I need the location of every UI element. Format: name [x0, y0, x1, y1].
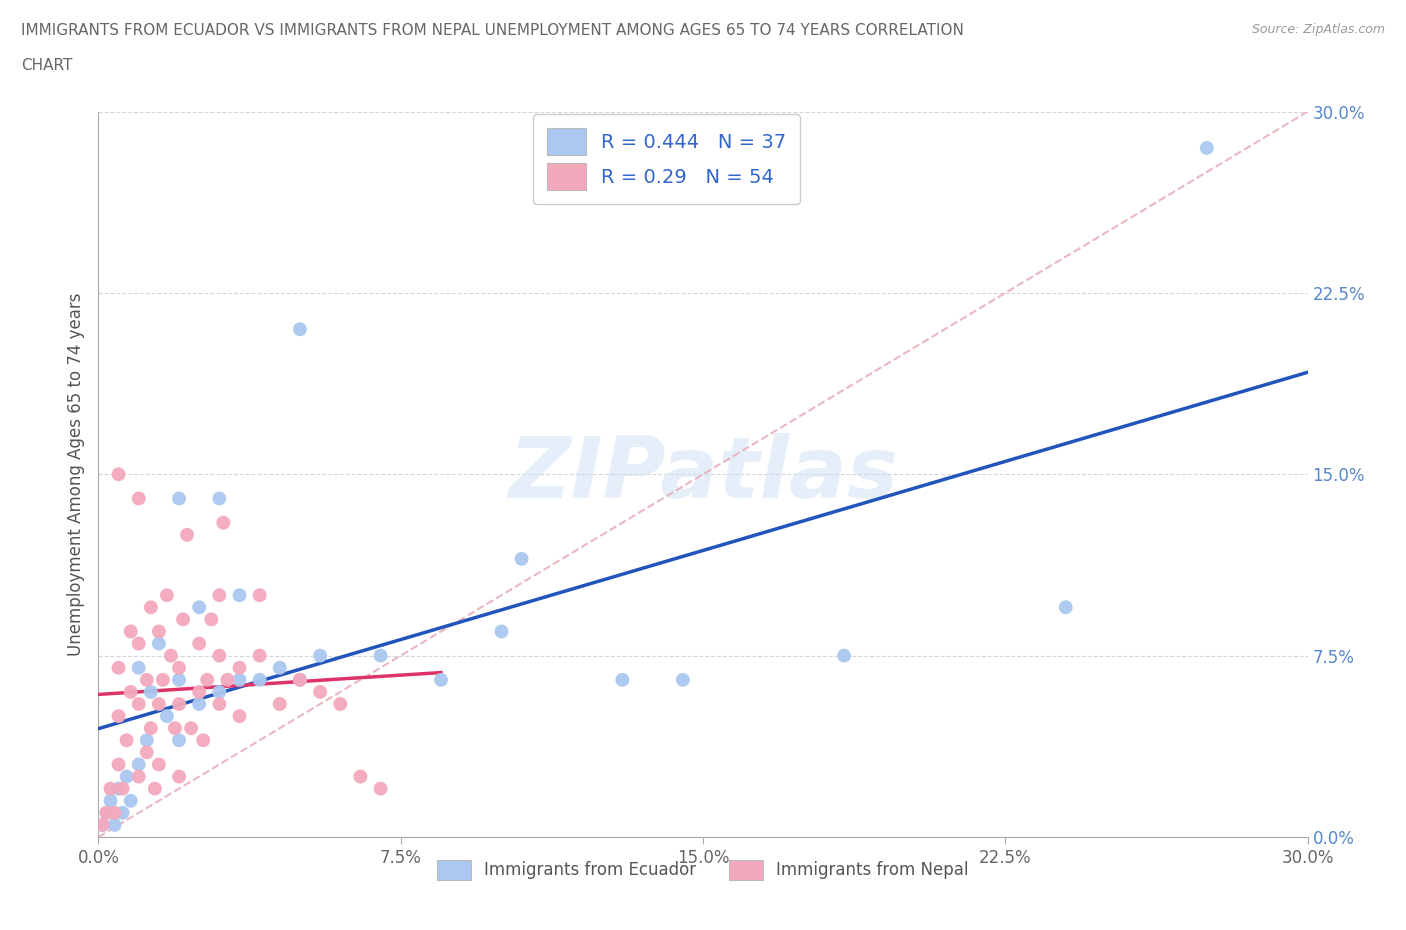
Point — [148, 624, 170, 639]
Point — [510, 551, 533, 566]
Point — [672, 672, 695, 687]
Point — [249, 588, 271, 603]
Point — [115, 733, 138, 748]
Point — [208, 588, 231, 603]
Point — [167, 733, 190, 748]
Point — [103, 817, 125, 832]
Text: ZIPatlas: ZIPatlas — [508, 432, 898, 516]
Point — [148, 757, 170, 772]
Point — [167, 672, 190, 687]
Point — [139, 721, 162, 736]
Point — [167, 697, 190, 711]
Point — [156, 588, 179, 603]
Point — [208, 697, 231, 711]
Point — [135, 745, 157, 760]
Text: Source: ZipAtlas.com: Source: ZipAtlas.com — [1251, 23, 1385, 36]
Text: CHART: CHART — [21, 58, 73, 73]
Point — [120, 684, 142, 699]
Point — [107, 709, 129, 724]
Point — [176, 527, 198, 542]
Point — [160, 648, 183, 663]
Point — [128, 769, 150, 784]
Point — [370, 781, 392, 796]
Point — [208, 491, 231, 506]
Point — [249, 648, 271, 663]
Point — [128, 660, 150, 675]
Point — [143, 781, 166, 796]
Point — [228, 588, 250, 603]
Point — [217, 672, 239, 687]
Point — [152, 672, 174, 687]
Point — [163, 721, 186, 736]
Point — [269, 660, 291, 675]
Point — [120, 793, 142, 808]
Point — [139, 684, 162, 699]
Point — [1195, 140, 1218, 155]
Point — [1054, 600, 1077, 615]
Point — [111, 805, 134, 820]
Point — [349, 769, 371, 784]
Point — [167, 660, 190, 675]
Point — [288, 672, 311, 687]
Point — [832, 648, 855, 663]
Point — [128, 636, 150, 651]
Point — [370, 648, 392, 663]
Point — [188, 684, 211, 699]
Point — [100, 793, 122, 808]
Point — [172, 612, 194, 627]
Point — [91, 817, 114, 832]
Point — [107, 757, 129, 772]
Point — [249, 672, 271, 687]
Point — [612, 672, 634, 687]
Point — [208, 648, 231, 663]
Point — [288, 672, 311, 687]
Point — [188, 636, 211, 651]
Point — [491, 624, 513, 639]
Point — [100, 781, 122, 796]
Point — [309, 648, 332, 663]
Point — [188, 697, 211, 711]
Point — [200, 612, 222, 627]
Point — [180, 721, 202, 736]
Point — [228, 672, 250, 687]
Point — [167, 491, 190, 506]
Text: IMMIGRANTS FROM ECUADOR VS IMMIGRANTS FROM NEPAL UNEMPLOYMENT AMONG AGES 65 TO 7: IMMIGRANTS FROM ECUADOR VS IMMIGRANTS FR… — [21, 23, 965, 38]
Point — [193, 733, 215, 748]
Point — [103, 805, 125, 820]
Point — [107, 467, 129, 482]
Point — [288, 322, 311, 337]
Point — [135, 672, 157, 687]
Point — [156, 709, 179, 724]
Point — [228, 660, 250, 675]
Point — [269, 697, 291, 711]
Point — [111, 781, 134, 796]
Y-axis label: Unemployment Among Ages 65 to 74 years: Unemployment Among Ages 65 to 74 years — [66, 293, 84, 656]
Point — [128, 697, 150, 711]
Point — [91, 817, 114, 832]
Point — [148, 636, 170, 651]
Point — [96, 805, 118, 820]
Point — [107, 781, 129, 796]
Legend: Immigrants from Ecuador, Immigrants from Nepal: Immigrants from Ecuador, Immigrants from… — [430, 853, 976, 886]
Point — [208, 684, 231, 699]
Point — [128, 757, 150, 772]
Point — [120, 624, 142, 639]
Point — [430, 672, 453, 687]
Point — [148, 697, 170, 711]
Point — [195, 672, 218, 687]
Point — [167, 769, 190, 784]
Point — [228, 709, 250, 724]
Point — [139, 600, 162, 615]
Point — [135, 733, 157, 748]
Point — [309, 684, 332, 699]
Point — [188, 600, 211, 615]
Point — [96, 805, 118, 820]
Point — [329, 697, 352, 711]
Point — [128, 491, 150, 506]
Point — [115, 769, 138, 784]
Point — [107, 660, 129, 675]
Point — [212, 515, 235, 530]
